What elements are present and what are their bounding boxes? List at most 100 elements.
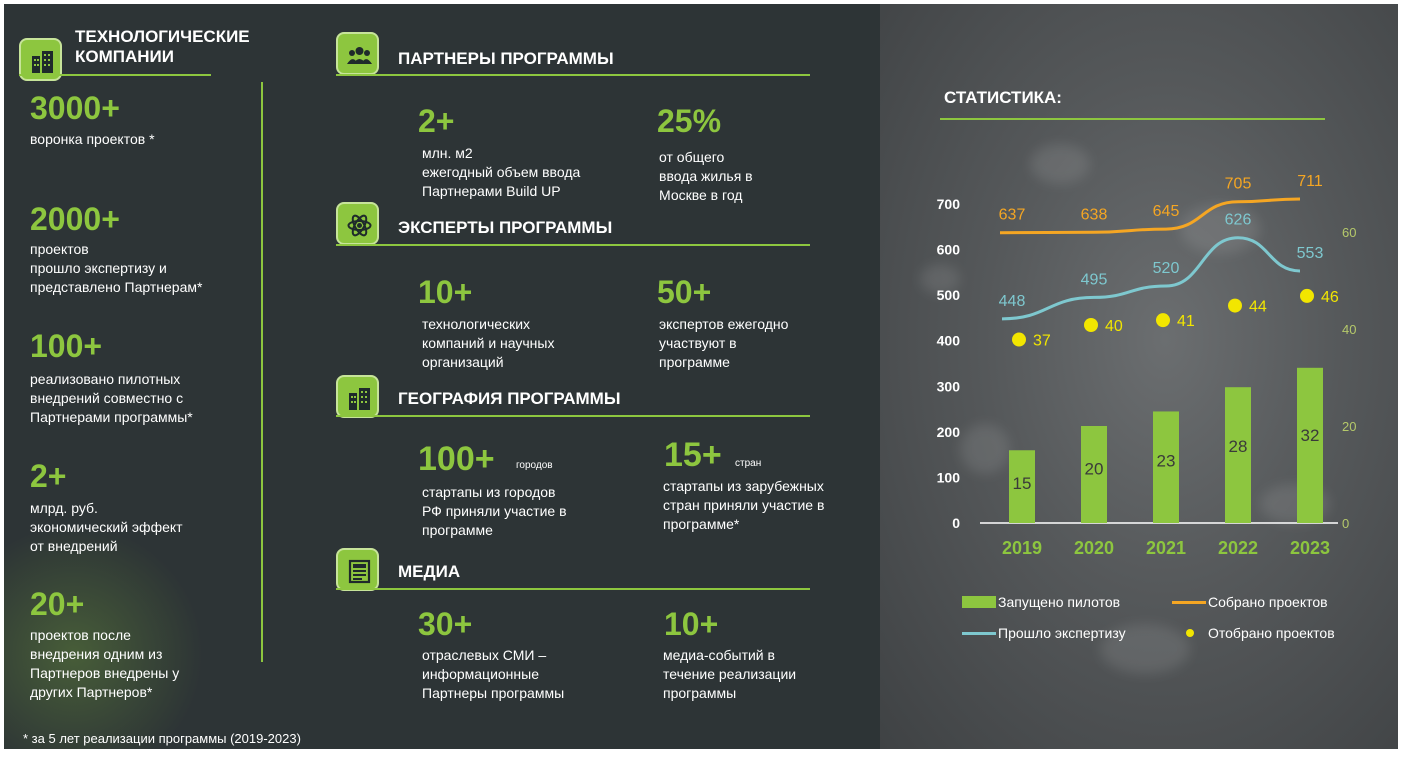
bar	[1297, 367, 1323, 523]
left-axis-tick: 400	[937, 333, 961, 349]
line-label-collected: 705	[1225, 176, 1252, 193]
right-axis-tick: 0	[1342, 516, 1349, 531]
partners-title: ПАРТНЕРЫ ПРОГРАММЫ	[398, 49, 614, 68]
geo-desc: стартапы из городов РФ приняли участие в…	[422, 484, 567, 538]
scatter-label: 46	[1321, 289, 1339, 306]
partners-value: 25%	[657, 103, 722, 139]
left-axis-tick: 500	[937, 287, 961, 303]
experts-value: 10+	[418, 274, 473, 310]
right-axis-tick: 40	[1342, 322, 1356, 337]
bar	[1009, 450, 1035, 523]
tech-title-underline	[19, 74, 211, 76]
legend-swatch-collected	[1172, 601, 1206, 604]
line-label-collected: 645	[1153, 203, 1180, 220]
series-line-expertise	[1001, 236, 1301, 321]
scatter-label: 37	[1033, 333, 1051, 350]
scatter-label: 40	[1105, 318, 1123, 335]
chart-title-underline	[940, 118, 1325, 120]
legend-label: Собрано проектов	[1208, 594, 1328, 610]
media-desc: отраслевых СМИ – информационные Партнеры…	[422, 647, 565, 701]
media-desc: медиа-событий в течение реализации прогр…	[663, 647, 797, 701]
scatter-label: 41	[1177, 313, 1195, 330]
line-label-collected: 711	[1297, 173, 1323, 190]
column-divider	[261, 82, 263, 662]
geo-suffix: стран	[735, 458, 762, 469]
line-label-expertise: 495	[1081, 271, 1108, 288]
x-axis-tick: 2022	[1218, 538, 1258, 558]
geo-value: 15+	[664, 436, 722, 474]
buildings-icon	[19, 38, 62, 81]
tech-stat-desc: проектов прошло экспертизу и представлен…	[30, 241, 203, 295]
experts-value: 50+	[657, 274, 712, 310]
left-axis-tick: 700	[937, 196, 961, 212]
right-axis-tick: 60	[1342, 225, 1356, 240]
tech-stat-desc: воронка проектов *	[30, 131, 155, 147]
atom-icon	[336, 202, 379, 245]
bar	[1153, 411, 1179, 523]
tech-title-line1: ТЕХНОЛОГИЧЕСКИЕ	[75, 27, 250, 46]
bar-label: 32	[1301, 426, 1320, 445]
left-axis-tick: 300	[937, 378, 961, 394]
geo-underline	[336, 415, 810, 417]
tech-stat-value: 100+	[30, 328, 103, 364]
scatter-point	[1300, 288, 1314, 303]
bar	[1081, 426, 1107, 523]
x-axis-tick: 2021	[1146, 538, 1186, 558]
tech-stat-desc: реализовано пилотных внедрений совместно…	[30, 371, 193, 425]
x-axis-tick: 2020	[1074, 538, 1114, 558]
legend-swatch-expertise	[962, 632, 996, 635]
line-label-expertise: 553	[1297, 245, 1324, 262]
line-label-expertise: 448	[999, 293, 1026, 310]
tech-stat-desc: проектов после внедрения одним из Партне…	[30, 627, 180, 700]
tech-title: ТЕХНОЛОГИЧЕСКИЕ КОМПАНИИ	[75, 27, 250, 67]
bar-label: 15	[1013, 474, 1032, 493]
tech-stat-value: 20+	[30, 586, 85, 622]
legend-swatch-selected	[1186, 629, 1194, 637]
buildings-icon	[336, 375, 379, 418]
bar-label: 20	[1085, 460, 1104, 479]
scatter-point	[1084, 318, 1098, 332]
media-value: 30+	[418, 606, 473, 642]
tech-stat-value: 2+	[30, 458, 67, 494]
statistics-panel: СТАТИСТИКА: 0 100 200 300 400 500 600 700 0 20 40 6…	[880, 4, 1398, 749]
legend-label: Запущено пилотов	[998, 594, 1121, 610]
geo-suffix: городов	[516, 460, 553, 471]
legend-label: Отобрано проектов	[1208, 625, 1335, 641]
line-label-collected: 637	[999, 207, 1026, 224]
experts-desc: технологических компаний и научных орган…	[422, 316, 555, 370]
right-axis-tick: 20	[1342, 419, 1356, 434]
legend-swatch-pilots	[962, 596, 996, 608]
left-axis-tick: 600	[937, 242, 961, 258]
bar-label: 23	[1157, 451, 1176, 470]
tech-title-line2: КОМПАНИИ	[75, 47, 174, 66]
line-label-collected: 638	[1081, 206, 1108, 223]
tech-stat-desc: млрд. руб. экономический эффект от внедр…	[30, 500, 183, 554]
bar-label: 28	[1229, 437, 1248, 456]
media-title: МЕДИА	[398, 562, 461, 581]
tech-stat-value: 3000+	[30, 90, 120, 126]
scatter-label: 44	[1249, 299, 1267, 316]
scatter-point	[1228, 298, 1242, 313]
partners-value: 2+	[418, 103, 455, 139]
media-value: 10+	[664, 606, 719, 642]
left-axis-tick: 100	[937, 469, 961, 485]
chart-title: СТАТИСТИКА:	[944, 88, 1062, 107]
line-label-expertise: 520	[1153, 260, 1180, 277]
footnote: * за 5 лет реализации программы (2019-20…	[23, 731, 301, 746]
tech-stat-value: 2000+	[30, 201, 120, 237]
newspaper-icon	[336, 548, 379, 591]
series-line-collected	[999, 197, 1301, 235]
x-axis-tick: 2019	[1002, 538, 1042, 558]
bar	[1225, 387, 1251, 523]
people-icon	[336, 32, 379, 75]
left-axis-tick: 200	[937, 424, 961, 440]
experts-underline	[336, 244, 810, 246]
scatter-point	[1012, 332, 1026, 347]
media-underline	[336, 588, 810, 590]
partners-desc: млн. м2 ежегодный объем ввода Партнерами…	[422, 145, 581, 199]
experts-title: ЭКСПЕРТЫ ПРОГРАММЫ	[398, 218, 613, 237]
geo-desc: стартапы из зарубежных стран приняли уча…	[663, 478, 825, 532]
geo-value: 100+	[418, 440, 495, 478]
x-axis-tick: 2023	[1290, 538, 1330, 558]
